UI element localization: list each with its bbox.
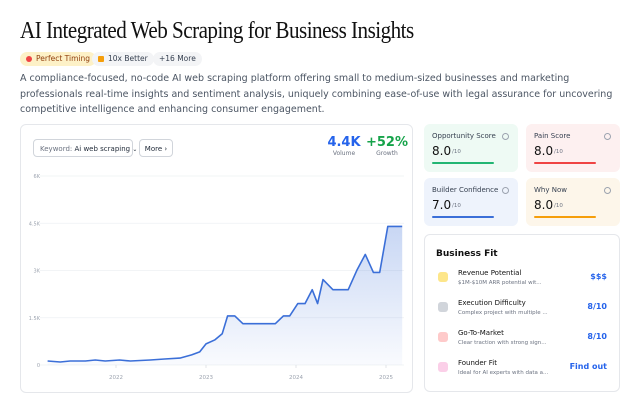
- tag-text: 10x Better: [108, 54, 148, 63]
- fit-name: Go-To-Market: [458, 329, 504, 337]
- keyword-select[interactable]: Keyword: Ai web scraping ⌄: [33, 139, 137, 157]
- info-icon: [604, 133, 611, 140]
- fit-name: Execution Difficulty: [458, 299, 526, 307]
- fit-name: Revenue Potential: [458, 269, 522, 277]
- fit-value: 8/10: [587, 302, 607, 311]
- tag-icon: [26, 56, 32, 62]
- tag-text: Perfect Timing: [36, 54, 90, 63]
- score-max: /10: [452, 203, 461, 209]
- score-card[interactable]: Opportunity Score 8.0/10: [424, 124, 518, 172]
- score-value: 7.0: [432, 198, 452, 212]
- keyword-label: Keyword:: [40, 145, 73, 153]
- fit-value[interactable]: Find out: [569, 362, 607, 371]
- metric-value: +52%: [365, 135, 408, 150]
- page-title: AI Integrated Web Scraping for Business …: [20, 18, 414, 44]
- description: A compliance-focused, no-code AI web scr…: [20, 73, 613, 115]
- metric: 4.4K Volume: [321, 135, 367, 157]
- score-card[interactable]: Pain Score 8.0/10: [526, 124, 620, 172]
- tag[interactable]: +16 More: [153, 52, 202, 66]
- score-name: Pain Score: [534, 132, 571, 140]
- info-icon: [502, 133, 509, 140]
- metric-label: Volume: [332, 150, 356, 157]
- fit-value: $$$: [590, 272, 607, 281]
- section-title: Business Fit: [436, 249, 498, 259]
- fit-desc: $1M-$10M ARR potential wit...: [458, 280, 542, 286]
- score-name: Builder Confidence: [432, 186, 499, 194]
- fit-icon: [438, 272, 448, 282]
- score-card[interactable]: Builder Confidence 7.0/10: [424, 178, 518, 226]
- score-bar: [534, 216, 596, 218]
- fit-desc: Complex project with multiple ...: [458, 310, 548, 316]
- info-icon: [604, 187, 611, 194]
- more-label: More: [144, 145, 163, 153]
- score-bar: [534, 162, 596, 164]
- fit-icon: [438, 362, 448, 372]
- tag-icon: [98, 56, 104, 62]
- chart-card: Keyword: Ai web scraping ⌄ More › 4.4K V…: [20, 124, 413, 393]
- fit-icon: [438, 302, 448, 312]
- fit-icon: [438, 332, 448, 342]
- fit-desc: Ideal for AI experts with data a...: [458, 370, 549, 376]
- score-value: 8.0: [534, 198, 554, 212]
- score-bar: [432, 162, 494, 164]
- score-name: Opportunity Score: [432, 132, 496, 140]
- score-max: /10: [452, 149, 461, 155]
- score-card[interactable]: Why Now 8.0/10: [526, 178, 620, 226]
- score-value: 8.0: [534, 144, 554, 158]
- tag[interactable]: Perfect Timing: [20, 52, 96, 66]
- more-button[interactable]: More ›: [139, 139, 173, 157]
- score-max: /10: [554, 149, 563, 155]
- score-bar: [432, 216, 494, 218]
- metric-label: Growth: [376, 150, 398, 157]
- metric-value: 4.4K: [327, 135, 361, 150]
- keyword-value: Ai web scraping: [74, 145, 131, 153]
- score-value: 8.0: [432, 144, 452, 158]
- fit-name: Founder Fit: [458, 359, 497, 367]
- business-fit-card: Business Fit Revenue Potential $1M-$10M A…: [424, 234, 620, 392]
- score-max: /10: [554, 203, 563, 209]
- fit-desc: Clear traction with strong sign...: [458, 340, 547, 346]
- metric: +52% Growth: [365, 135, 409, 157]
- score-name: Why Now: [534, 186, 567, 194]
- info-icon: [502, 187, 509, 194]
- tag[interactable]: 10x Better: [92, 52, 154, 66]
- tag-text: +16 More: [159, 54, 196, 63]
- fit-value: 8/10: [587, 332, 607, 341]
